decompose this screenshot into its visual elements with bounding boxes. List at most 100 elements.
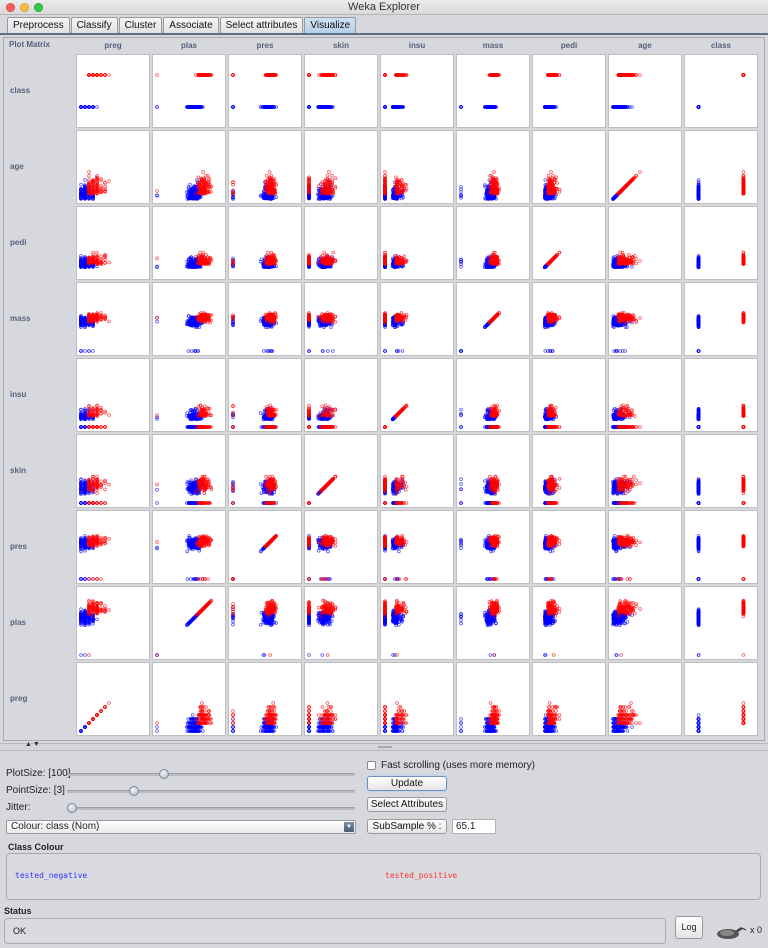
scatter-cell-age-vs-mass[interactable]: [608, 282, 682, 356]
close-window-button[interactable]: [6, 3, 15, 12]
tab-select-attributes[interactable]: Select attributes: [219, 17, 304, 33]
scatter-cell-insu-vs-class[interactable]: [380, 54, 454, 128]
tab-cluster[interactable]: Cluster: [118, 17, 163, 33]
scatter-cell-preg-vs-pres[interactable]: [76, 510, 150, 584]
scatter-cell-pedi-vs-plas[interactable]: [532, 586, 606, 660]
scatter-cell-class-vs-preg[interactable]: [684, 662, 758, 736]
scatter-cell-skin-vs-plas[interactable]: [304, 586, 378, 660]
scatter-cell-pedi-vs-preg[interactable]: [532, 662, 606, 736]
scatter-cell-plas-vs-age[interactable]: [152, 130, 226, 204]
scatter-cell-plas-vs-skin[interactable]: [152, 434, 226, 508]
scatter-cell-preg-vs-plas[interactable]: [76, 586, 150, 660]
scatter-cell-pedi-vs-pres[interactable]: [532, 510, 606, 584]
update-button[interactable]: Update: [367, 776, 447, 791]
scatter-cell-preg-vs-insu[interactable]: [76, 358, 150, 432]
scatter-cell-skin-vs-pres[interactable]: [304, 510, 378, 584]
scatter-cell-pres-vs-skin[interactable]: [228, 434, 302, 508]
scatter-cell-skin-vs-mass[interactable]: [304, 282, 378, 356]
scatter-cell-insu-vs-insu[interactable]: [380, 358, 454, 432]
scatter-cell-age-vs-plas[interactable]: [608, 586, 682, 660]
divider-grip-icon[interactable]: [378, 746, 392, 748]
colour-attribute-select[interactable]: Colour: class (Nom) ▼: [6, 820, 356, 834]
maximize-window-button[interactable]: [34, 3, 43, 12]
scatter-cell-class-vs-pres[interactable]: [684, 510, 758, 584]
scatter-cell-class-vs-class[interactable]: [684, 54, 758, 128]
scatter-cell-skin-vs-pedi[interactable]: [304, 206, 378, 280]
divider-collapse-arrows-icon[interactable]: ▲▼: [25, 741, 41, 748]
scatter-cell-insu-vs-pres[interactable]: [380, 510, 454, 584]
scatter-cell-age-vs-insu[interactable]: [608, 358, 682, 432]
weka-bird-icon[interactable]: [715, 924, 747, 940]
plot-size-slider[interactable]: [67, 773, 355, 776]
scatter-cell-pres-vs-insu[interactable]: [228, 358, 302, 432]
scatter-cell-insu-vs-preg[interactable]: [380, 662, 454, 736]
scatter-cell-mass-vs-mass[interactable]: [456, 282, 530, 356]
scatter-cell-class-vs-plas[interactable]: [684, 586, 758, 660]
chevron-down-icon[interactable]: ▼: [344, 822, 354, 832]
plot-size-slider-thumb[interactable]: [159, 769, 169, 779]
scatter-cell-insu-vs-pedi[interactable]: [380, 206, 454, 280]
legend-tested-positive[interactable]: tested_positive: [385, 871, 457, 880]
scatter-cell-age-vs-skin[interactable]: [608, 434, 682, 508]
tab-preprocess[interactable]: Preprocess: [7, 17, 70, 33]
scatter-cell-mass-vs-class[interactable]: [456, 54, 530, 128]
scatter-cell-plas-vs-preg[interactable]: [152, 662, 226, 736]
tab-visualize[interactable]: Visualize: [304, 17, 357, 33]
scatter-cell-skin-vs-insu[interactable]: [304, 358, 378, 432]
scatter-cell-insu-vs-plas[interactable]: [380, 586, 454, 660]
scatter-cell-pedi-vs-skin[interactable]: [532, 434, 606, 508]
scatter-cell-pres-vs-class[interactable]: [228, 54, 302, 128]
jitter-slider[interactable]: [67, 807, 355, 810]
scatter-cell-pedi-vs-pedi[interactable]: [532, 206, 606, 280]
scatter-cell-mass-vs-pedi[interactable]: [456, 206, 530, 280]
scatter-cell-preg-vs-age[interactable]: [76, 130, 150, 204]
scatter-cell-preg-vs-pedi[interactable]: [76, 206, 150, 280]
scatter-cell-age-vs-age[interactable]: [608, 130, 682, 204]
plot-matrix-panel[interactable]: Plot Matrix preg plas pres skin insu mass pedi…: [3, 37, 765, 741]
tab-associate[interactable]: Associate: [163, 17, 219, 33]
subsample-percent-input[interactable]: 65.1: [452, 819, 496, 834]
scatter-cell-pedi-vs-insu[interactable]: [532, 358, 606, 432]
tab-classify[interactable]: Classify: [70, 17, 118, 33]
scatter-cell-mass-vs-plas[interactable]: [456, 586, 530, 660]
scatter-cell-age-vs-pres[interactable]: [608, 510, 682, 584]
scatter-cell-plas-vs-class[interactable]: [152, 54, 226, 128]
point-size-slider[interactable]: [67, 790, 355, 793]
scatter-cell-pedi-vs-age[interactable]: [532, 130, 606, 204]
scatter-cell-preg-vs-skin[interactable]: [76, 434, 150, 508]
scatter-cell-insu-vs-age[interactable]: [380, 130, 454, 204]
scatter-cell-pres-vs-pres[interactable]: [228, 510, 302, 584]
scatter-cell-pres-vs-preg[interactable]: [228, 662, 302, 736]
scatter-cell-plas-vs-plas[interactable]: [152, 586, 226, 660]
scatter-cell-mass-vs-skin[interactable]: [456, 434, 530, 508]
scatter-cell-class-vs-age[interactable]: [684, 130, 758, 204]
scatter-cell-preg-vs-mass[interactable]: [76, 282, 150, 356]
scatter-cell-skin-vs-preg[interactable]: [304, 662, 378, 736]
scatter-cell-skin-vs-skin[interactable]: [304, 434, 378, 508]
fast-scrolling-checkbox[interactable]: [367, 761, 376, 770]
split-pane-divider[interactable]: ▲▼: [0, 741, 768, 751]
select-attributes-button[interactable]: Select Attributes: [367, 797, 447, 812]
minimize-window-button[interactable]: [20, 3, 29, 12]
scatter-cell-pres-vs-age[interactable]: [228, 130, 302, 204]
scatter-cell-plas-vs-insu[interactable]: [152, 358, 226, 432]
scatter-cell-preg-vs-class[interactable]: [76, 54, 150, 128]
scatter-cell-insu-vs-mass[interactable]: [380, 282, 454, 356]
scatter-cell-pres-vs-plas[interactable]: [228, 586, 302, 660]
scatter-cell-skin-vs-age[interactable]: [304, 130, 378, 204]
scatter-cell-plas-vs-pres[interactable]: [152, 510, 226, 584]
scatter-cell-class-vs-pedi[interactable]: [684, 206, 758, 280]
scatter-cell-pedi-vs-mass[interactable]: [532, 282, 606, 356]
scatter-cell-age-vs-preg[interactable]: [608, 662, 682, 736]
log-button[interactable]: Log: [675, 916, 703, 939]
scatter-cell-age-vs-pedi[interactable]: [608, 206, 682, 280]
scatter-cell-plas-vs-pedi[interactable]: [152, 206, 226, 280]
scatter-cell-pedi-vs-class[interactable]: [532, 54, 606, 128]
scatter-cell-mass-vs-insu[interactable]: [456, 358, 530, 432]
scatter-cell-pres-vs-mass[interactable]: [228, 282, 302, 356]
subsample-button[interactable]: SubSample % :: [367, 819, 447, 834]
scatter-cell-pres-vs-pedi[interactable]: [228, 206, 302, 280]
scatter-cell-preg-vs-preg[interactable]: [76, 662, 150, 736]
scatter-cell-plas-vs-mass[interactable]: [152, 282, 226, 356]
scatter-cell-class-vs-mass[interactable]: [684, 282, 758, 356]
